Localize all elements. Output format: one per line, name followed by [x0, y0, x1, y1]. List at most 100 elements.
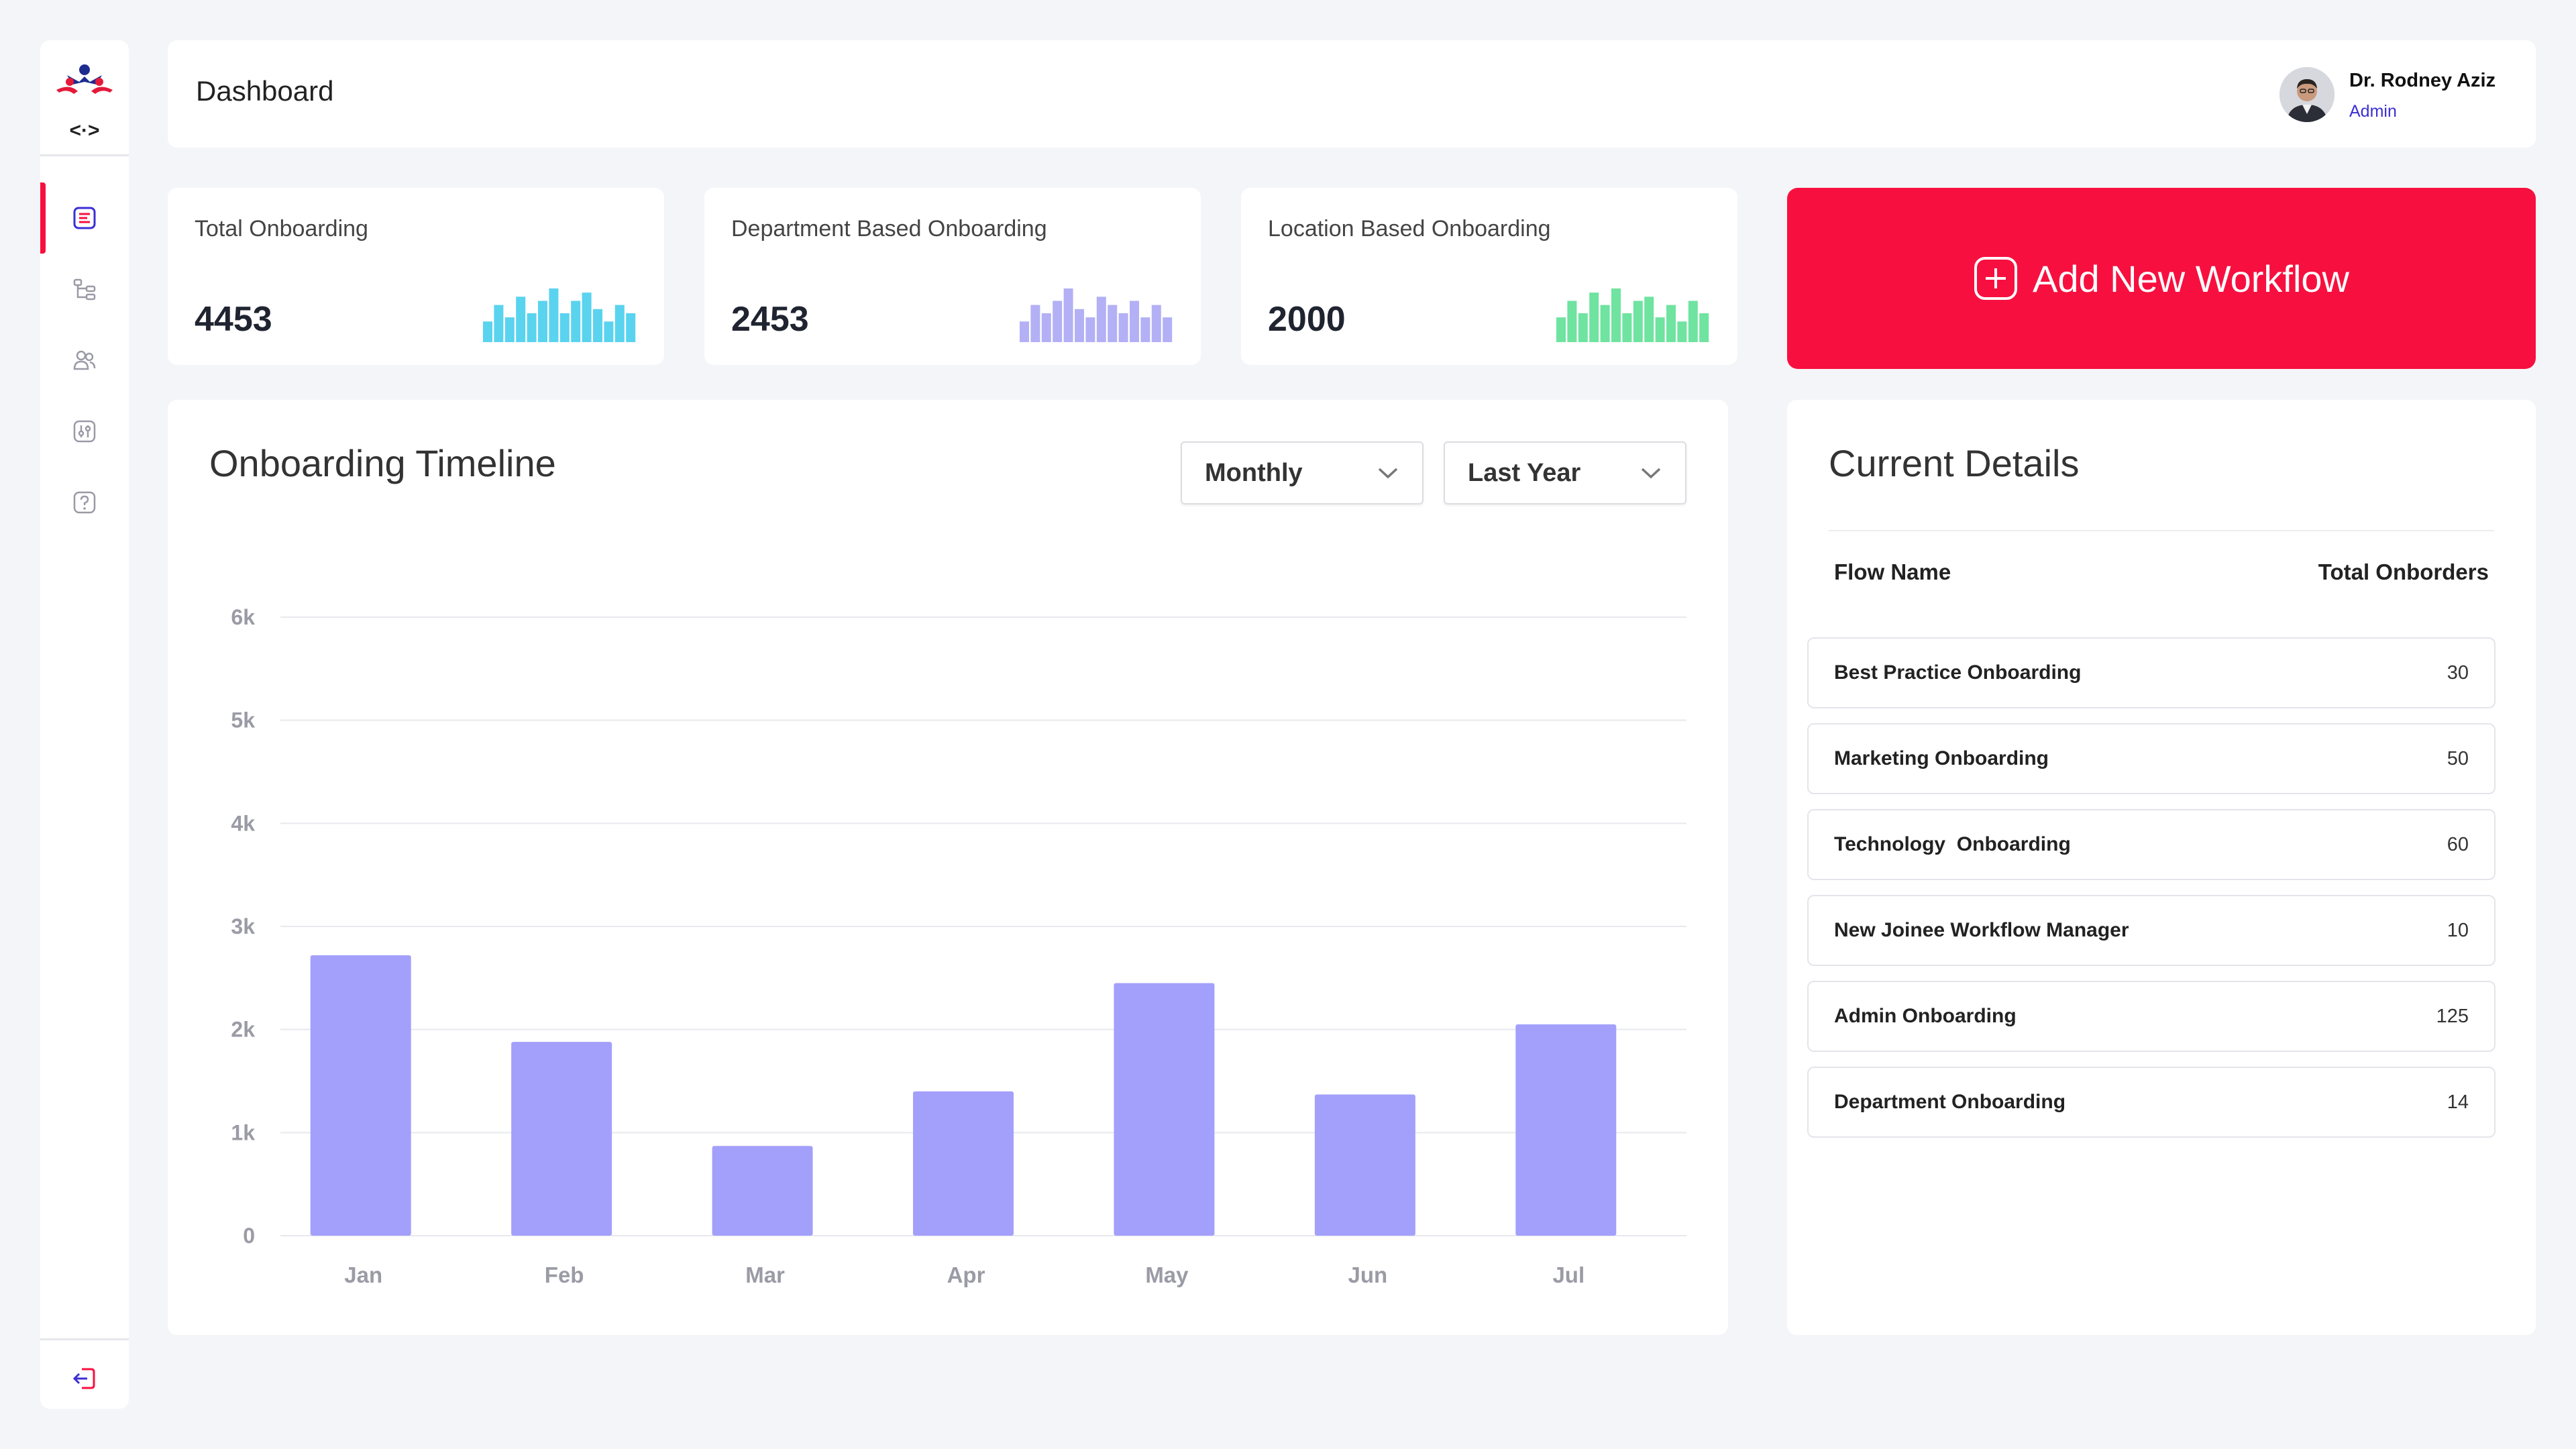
add-new-workflow-button[interactable]: Add New Workflow	[1787, 188, 2536, 369]
stat-card-location: Location Based Onboarding 2000	[1241, 188, 1737, 365]
flow-total: 50	[2447, 747, 2469, 769]
sparkline-bar	[527, 313, 537, 342]
y-tick-label: 5k	[231, 708, 255, 733]
sparkline-bar	[604, 321, 614, 342]
sparkline-bar	[1644, 297, 1654, 342]
logo-figures-icon	[56, 64, 113, 94]
column-header-flow-name: Flow Name	[1834, 559, 1951, 584]
sparkline-bar	[1611, 288, 1621, 342]
flow-name: New Joinee Workflow Manager	[1834, 919, 2129, 941]
x-tick-label: Jan	[344, 1263, 382, 1287]
flow-total: 10	[2447, 919, 2469, 941]
sparkline-bar	[571, 301, 581, 342]
range-select[interactable]: Last Year	[1444, 441, 1686, 504]
y-tick-label: 1k	[231, 1120, 255, 1144]
settings-sliders-icon	[73, 420, 96, 443]
avatar[interactable]	[2279, 67, 2334, 122]
x-tick-label: Feb	[545, 1263, 584, 1287]
table-row[interactable]: New Joinee Workflow Manager 10	[1807, 895, 2496, 966]
column-header-total: Total Onborders	[2318, 559, 2489, 584]
bar-feb[interactable]	[511, 1042, 612, 1236]
onboarding-bar-chart: 0 1k 2k 3k 4k 5k 6k Jan Feb Mar Apr May Jun Jul	[231, 605, 1686, 1287]
sparkline-bar	[483, 321, 492, 342]
sparkline-bar	[1096, 297, 1106, 342]
sidebar-item-workflows[interactable]	[40, 254, 129, 325]
sparkline-location	[1556, 288, 1709, 342]
flow-total: 14	[2447, 1091, 2469, 1113]
table-row[interactable]: Technology Onboarding 60	[1807, 809, 2496, 880]
stat-label: Location Based Onboarding	[1268, 216, 1551, 241]
top-header: Dashboard Dr. Rodney Aziz Admin	[168, 40, 2536, 148]
y-tick-label: 0	[243, 1224, 255, 1248]
sparkline-bar	[1666, 305, 1676, 342]
table-row[interactable]: Admin Onboarding 125	[1807, 981, 2496, 1052]
brand-logo: <·>	[40, 40, 129, 154]
x-tick-label: Mar	[745, 1263, 785, 1287]
user-name: Dr. Rodney Aziz	[2349, 70, 2496, 91]
flow-total: 125	[2436, 1005, 2469, 1027]
flow-name: Department Onboarding	[1834, 1091, 2066, 1113]
sparkline-bar	[1699, 313, 1709, 342]
page-title: Dashboard	[196, 75, 334, 107]
stat-label: Department Based Onboarding	[731, 216, 1047, 241]
sparkline-bar	[549, 288, 559, 342]
bar-jan[interactable]	[310, 955, 411, 1236]
sidebar: <·>	[40, 40, 129, 1409]
sparkline-bar	[1053, 301, 1063, 342]
x-tick-label: May	[1145, 1263, 1189, 1287]
sparkline-bar	[1677, 321, 1687, 342]
user-photo-icon	[2279, 67, 2334, 122]
period-select-value: Monthly	[1205, 458, 1303, 487]
sparkline-bar	[516, 297, 526, 342]
sparkline-bar	[1063, 288, 1073, 342]
sidebar-item-help[interactable]	[40, 467, 129, 538]
sparkline-bar	[1589, 292, 1599, 342]
stat-label: Total Onboarding	[195, 216, 368, 241]
period-select[interactable]: Monthly	[1181, 441, 1424, 504]
sparkline-bar	[1578, 313, 1588, 342]
sparkline-bar	[1140, 317, 1150, 342]
sidebar-item-settings[interactable]	[40, 396, 129, 467]
help-icon	[73, 491, 96, 514]
sparkline-bar	[1118, 313, 1128, 342]
sparkline-bar	[1085, 317, 1095, 342]
x-tick-label: Jun	[1348, 1263, 1388, 1287]
stat-card-total: Total Onboarding 4453	[168, 188, 664, 365]
bar-jul[interactable]	[1515, 1024, 1617, 1236]
table-row[interactable]: Marketing Onboarding 50	[1807, 723, 2496, 794]
logout-button[interactable]	[40, 1355, 129, 1402]
table-row[interactable]: Best Practice Onboarding 30	[1807, 637, 2496, 708]
flow-name: Admin Onboarding	[1834, 1005, 2017, 1027]
user-role: Admin	[2349, 102, 2397, 121]
sparkline-bar	[1163, 317, 1173, 342]
current-details-card: Current Details Flow Name Total Onborder…	[1787, 400, 2536, 1335]
sparkline-bar	[1633, 301, 1643, 342]
sidebar-item-users[interactable]	[40, 325, 129, 396]
y-tick-label: 3k	[231, 914, 255, 938]
bar-mar[interactable]	[712, 1146, 813, 1236]
timeline-title: Onboarding Timeline	[209, 442, 556, 484]
flow-name: Best Practice Onboarding	[1834, 661, 2082, 684]
sparkline-bar	[1655, 317, 1665, 342]
y-tick-label: 2k	[231, 1018, 255, 1042]
logo-code-symbol: <·>	[69, 119, 100, 142]
sparkline-bar	[582, 292, 592, 342]
sidebar-divider-bottom	[40, 1338, 129, 1340]
bar-apr[interactable]	[913, 1091, 1014, 1236]
sparkline-bar	[614, 305, 625, 342]
table-row[interactable]: Department Onboarding 14	[1807, 1067, 2496, 1138]
chevron-down-icon	[1641, 468, 1661, 479]
flow-total: 30	[2447, 661, 2469, 684]
workflow-tree-icon	[73, 278, 96, 301]
sparkline-bar	[1151, 305, 1161, 342]
flow-name: Marketing Onboarding	[1834, 747, 2049, 769]
sparkline-bar	[494, 305, 504, 342]
bar-may[interactable]	[1114, 983, 1215, 1236]
chevron-down-icon	[1378, 468, 1398, 479]
y-tick-label: 6k	[231, 605, 255, 629]
bar-jun[interactable]	[1314, 1094, 1415, 1236]
dashboard-icon	[73, 207, 96, 229]
sparkline-bar	[1622, 313, 1632, 342]
stat-value: 2000	[1268, 300, 1346, 339]
sidebar-item-dashboard[interactable]	[40, 182, 129, 254]
